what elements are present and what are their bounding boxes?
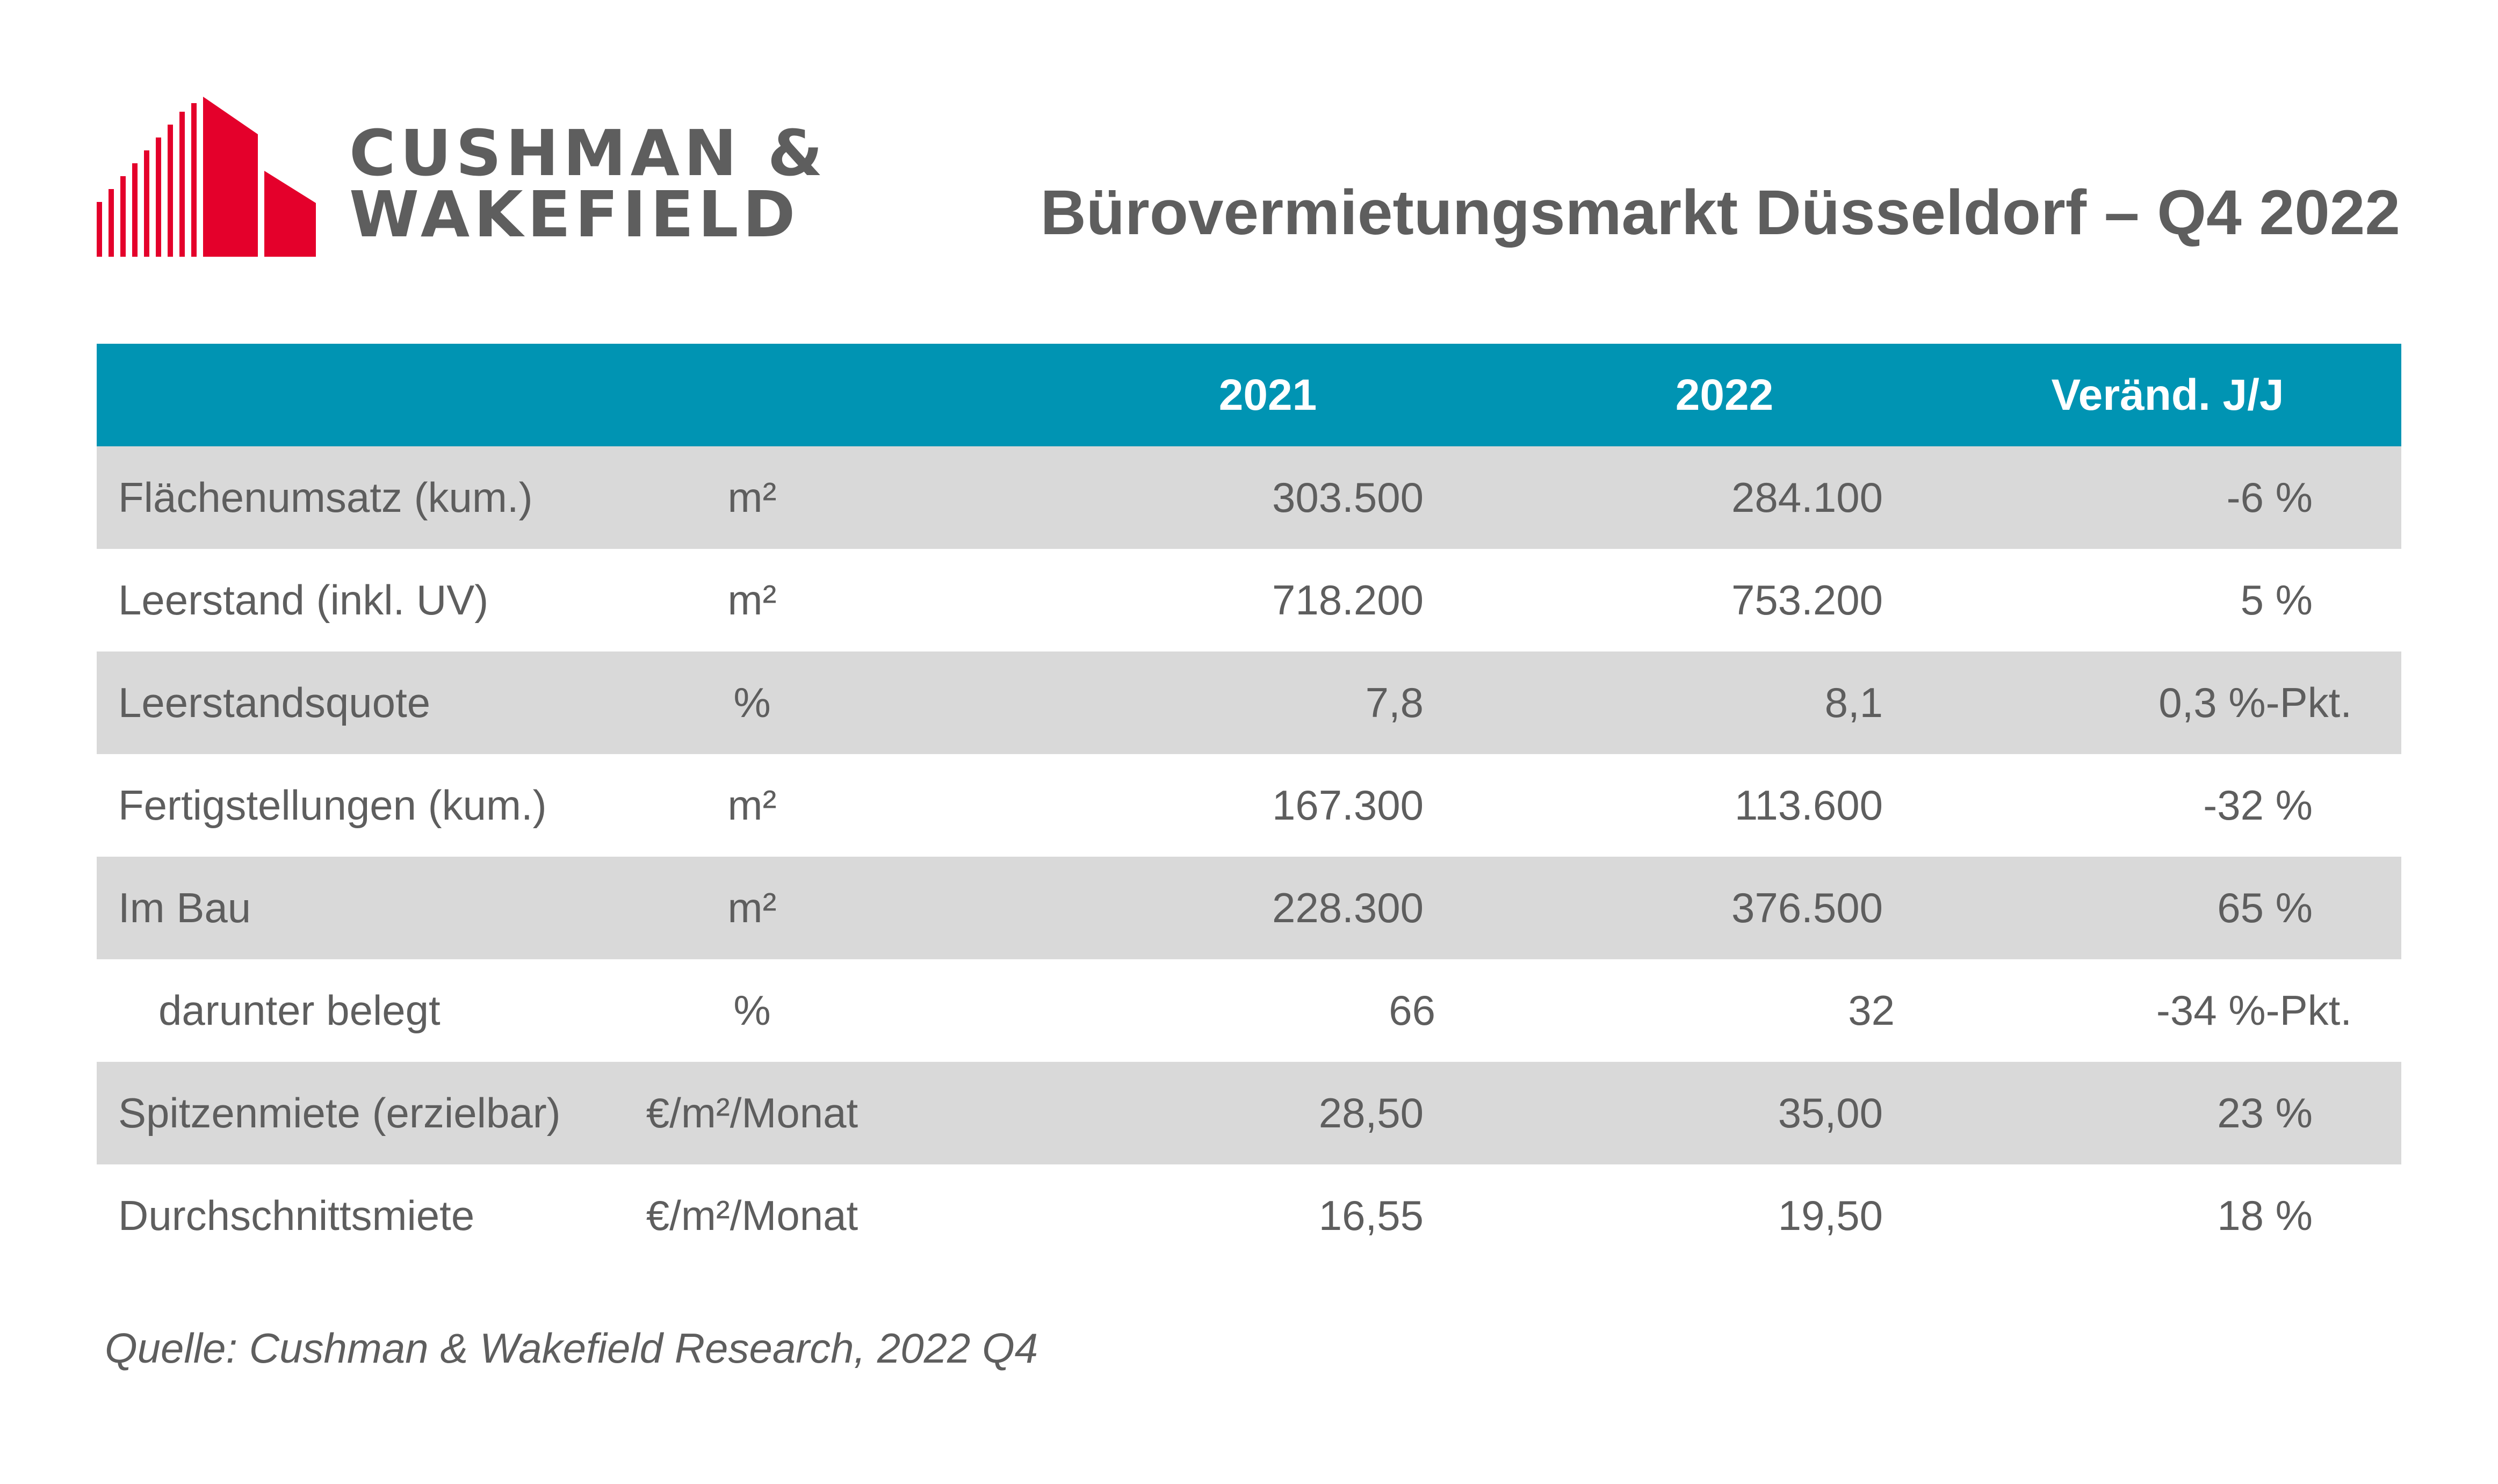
row-value-2022: 284.100: [1731, 474, 1883, 521]
table-row: Im Bau m² 228.300 376.500 65 %: [97, 857, 2401, 959]
row-value-2022: 19,50: [1778, 1192, 1883, 1239]
table-row: Fertigstellungen (kum.) m² 167.300 113.6…: [97, 754, 2401, 857]
header-change: Veränd. J/J: [2051, 371, 2284, 419]
row-change: 65 %: [2217, 884, 2313, 931]
row-unit: €/m²/Monat: [646, 1192, 858, 1239]
row-unit: m²: [727, 474, 777, 521]
row-label: Im Bau: [118, 884, 251, 931]
header-2022: 2022: [1675, 371, 1774, 419]
row-change: 5 %: [2240, 576, 2313, 624]
row-change: 0,3 %-Pkt.: [2158, 679, 2352, 726]
row-value-2021: 228.300: [1272, 884, 1424, 931]
page-title: Bürovermietungsmarkt Düsseldorf – Q4 202…: [1040, 177, 2400, 248]
table-header-row: 2021 2022 Veränd. J/J: [97, 344, 2401, 446]
row-unit: m²: [727, 781, 777, 829]
row-value-2022: 32: [1848, 987, 1895, 1034]
row-label: Flächenumsatz (kum.): [118, 474, 533, 521]
market-table: 2021 2022 Veränd. J/J Flächenumsatz (kum…: [97, 344, 2401, 1267]
row-change: -34 %-Pkt.: [2156, 987, 2352, 1034]
source-note: Quelle: Cushman & Wakefield Research, 20…: [105, 1324, 1038, 1372]
row-value-2022: 753.200: [1731, 576, 1883, 624]
table-row: darunter belegt % 66 32 -34 %-Pkt.: [97, 959, 2401, 1062]
row-value-2021: 718.200: [1272, 576, 1424, 624]
row-unit: m²: [727, 884, 777, 931]
row-label: Leerstand (inkl. UV): [118, 576, 489, 624]
row-value-2022: 376.500: [1731, 884, 1883, 931]
table-row: Durchschnittsmiete €/m²/Monat 16,55 19,5…: [97, 1164, 2401, 1267]
row-unit: €/m²/Monat: [646, 1089, 858, 1136]
header-2021: 2021: [1218, 371, 1317, 419]
company-logo: CUSHMAN & WAKEFIELD: [97, 96, 870, 257]
row-change: 18 %: [2217, 1192, 2313, 1239]
row-unit: %: [733, 987, 771, 1034]
row-value-2021: 16,55: [1318, 1192, 1424, 1239]
row-change: -32 %: [2203, 781, 2313, 829]
table-row: Flächenumsatz (kum.) m² 303.500 284.100 …: [97, 446, 2401, 549]
table-row: Leerstand (inkl. UV) m² 718.200 753.200 …: [97, 549, 2401, 651]
building-logo-icon: [97, 97, 316, 257]
logo-line-2: WAKEFIELD: [349, 177, 800, 251]
row-value-2021: 7,8: [1365, 679, 1424, 726]
row-value-2021: 28,50: [1318, 1089, 1424, 1136]
row-label: darunter belegt: [158, 987, 441, 1034]
logo-wordmark: CUSHMAN & WAKEFIELD: [349, 116, 827, 251]
row-change: 23 %: [2217, 1089, 2313, 1136]
row-value-2022: 35,00: [1778, 1089, 1883, 1136]
row-value-2022: 113.600: [1734, 781, 1883, 829]
row-unit: %: [733, 679, 771, 726]
row-label: Spitzenmiete (erzielbar): [118, 1089, 561, 1136]
row-change: -6 %: [2226, 474, 2313, 521]
row-value-2021: 303.500: [1272, 474, 1424, 521]
row-label: Fertigstellungen (kum.): [118, 781, 547, 829]
logo-line-1: CUSHMAN &: [349, 116, 827, 190]
row-unit: m²: [727, 576, 777, 624]
row-value-2021: 66: [1389, 987, 1435, 1034]
table-row: Leerstandsquote % 7,8 8,1 0,3 %-Pkt.: [97, 651, 2401, 754]
table-row: Spitzenmiete (erzielbar) €/m²/Monat 28,5…: [97, 1062, 2401, 1164]
row-value-2021: 167.300: [1272, 781, 1424, 829]
row-label: Leerstandsquote: [118, 679, 431, 726]
row-label: Durchschnittsmiete: [118, 1192, 475, 1239]
row-value-2022: 8,1: [1824, 679, 1883, 726]
